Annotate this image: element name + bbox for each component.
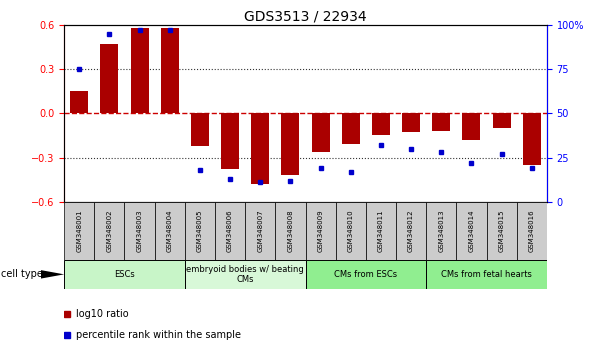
Bar (185, 202, 215, 260)
Bar (306, 260, 426, 289)
Text: GSM348014: GSM348014 (469, 210, 474, 252)
Bar (523, 113, 541, 165)
Bar (492, 113, 511, 128)
Text: GSM348016: GSM348016 (529, 210, 535, 252)
Polygon shape (41, 270, 64, 279)
Bar (402, 113, 420, 132)
Text: GSM348015: GSM348015 (499, 210, 505, 252)
Bar (155, 202, 185, 260)
Bar (221, 113, 239, 169)
Bar (426, 202, 456, 260)
Bar (215, 202, 245, 260)
Bar (94, 202, 125, 260)
Bar (245, 202, 276, 260)
Text: GSM348012: GSM348012 (408, 210, 414, 252)
Bar (456, 202, 486, 260)
Text: GSM348003: GSM348003 (137, 210, 142, 252)
Bar (191, 113, 209, 146)
Bar (185, 260, 306, 289)
Bar (64, 260, 185, 289)
Bar (131, 28, 148, 113)
Bar (125, 202, 155, 260)
Bar (517, 202, 547, 260)
Text: GSM348006: GSM348006 (227, 210, 233, 252)
Bar (312, 113, 330, 152)
Title: GDS3513 / 22934: GDS3513 / 22934 (244, 10, 367, 24)
Text: ESCs: ESCs (114, 270, 135, 279)
Text: GSM348004: GSM348004 (167, 210, 173, 252)
Bar (282, 113, 299, 175)
Bar (486, 202, 517, 260)
Text: GSM348002: GSM348002 (106, 210, 112, 252)
Text: GSM348007: GSM348007 (257, 210, 263, 252)
Text: GSM348001: GSM348001 (76, 210, 82, 252)
Bar (366, 202, 396, 260)
Text: GSM348008: GSM348008 (287, 210, 293, 252)
Bar (70, 91, 89, 113)
Bar (335, 202, 366, 260)
Bar (463, 113, 480, 140)
Text: GSM348009: GSM348009 (318, 210, 324, 252)
Text: GSM348013: GSM348013 (438, 210, 444, 252)
Text: cell type: cell type (1, 269, 43, 279)
Bar (306, 202, 335, 260)
Bar (161, 28, 179, 113)
Text: log10 ratio: log10 ratio (76, 309, 128, 319)
Bar (372, 113, 390, 136)
Text: GSM348005: GSM348005 (197, 210, 203, 252)
Bar (100, 44, 119, 113)
Text: GSM348011: GSM348011 (378, 210, 384, 252)
Bar (64, 202, 94, 260)
Text: CMs from ESCs: CMs from ESCs (334, 270, 397, 279)
Text: percentile rank within the sample: percentile rank within the sample (76, 330, 241, 341)
Bar (426, 260, 547, 289)
Text: embryoid bodies w/ beating
CMs: embryoid bodies w/ beating CMs (186, 265, 304, 284)
Bar (396, 202, 426, 260)
Bar (342, 113, 360, 144)
Text: GSM348010: GSM348010 (348, 210, 354, 252)
Text: CMs from fetal hearts: CMs from fetal hearts (441, 270, 532, 279)
Bar (251, 113, 269, 184)
Bar (432, 113, 450, 131)
Bar (276, 202, 306, 260)
